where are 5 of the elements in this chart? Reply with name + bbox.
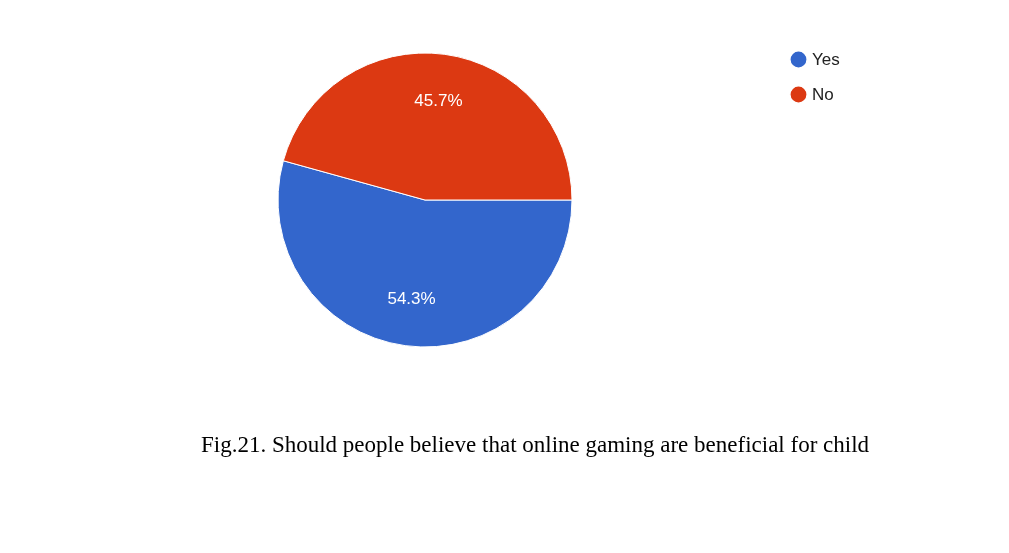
- data-label: 54.3%: [387, 289, 436, 309]
- data-label: 45.7%: [414, 90, 463, 110]
- legend-label: Yes: [812, 49, 840, 69]
- caption: Fig.21. Should people believe that online gaming are beneficial for child: [200, 432, 870, 457]
- legend-label: No: [812, 84, 834, 104]
